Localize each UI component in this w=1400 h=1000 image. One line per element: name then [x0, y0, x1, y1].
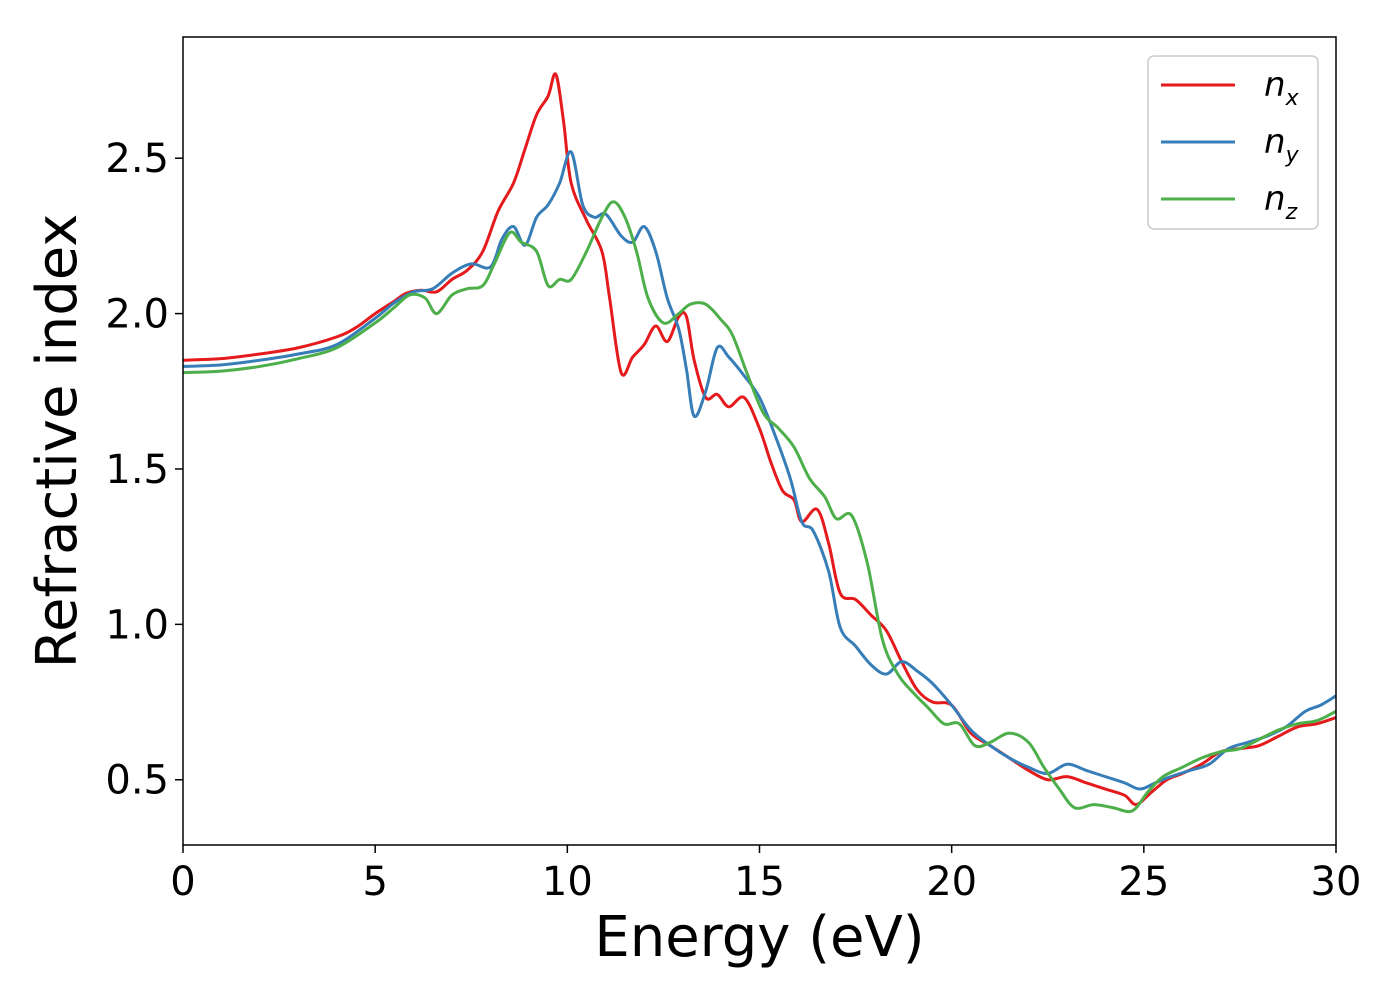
y-tick-label: 2.0 [105, 292, 169, 338]
series-layer [183, 72, 1336, 814]
y-tick-label: 1.0 [105, 602, 169, 648]
y-axis-ticks: 0.5 1.0 1.5 2.0 2.5 [105, 136, 183, 804]
y-axis-label: Refractive index [25, 214, 90, 669]
x-tick-label: 25 [1118, 859, 1169, 905]
series-line-nx [183, 72, 1336, 807]
series-line-nz [183, 200, 1336, 814]
x-tick-label: 20 [926, 859, 977, 905]
x-tick-label: 0 [170, 859, 195, 905]
legend-label-nx: nx [1264, 65, 1300, 111]
legend: nx ny nz [1147, 55, 1319, 230]
y-tick-label: 2.5 [105, 136, 169, 182]
y-tick-label: 0.5 [105, 758, 169, 804]
x-axis-label: Energy (eV) [594, 905, 924, 970]
x-tick-label: 5 [362, 859, 387, 905]
x-tick-label: 30 [1311, 859, 1362, 905]
y-tick-label: 1.5 [105, 447, 169, 493]
legend-label-nz: nz [1264, 179, 1298, 225]
x-axis-ticks: 0 5 10 15 20 25 30 [170, 845, 1361, 905]
legend-items: nx ny nz [1161, 65, 1300, 225]
x-tick-label: 10 [542, 859, 593, 905]
legend-label-ny: ny [1264, 122, 1300, 168]
x-tick-label: 15 [734, 859, 785, 905]
